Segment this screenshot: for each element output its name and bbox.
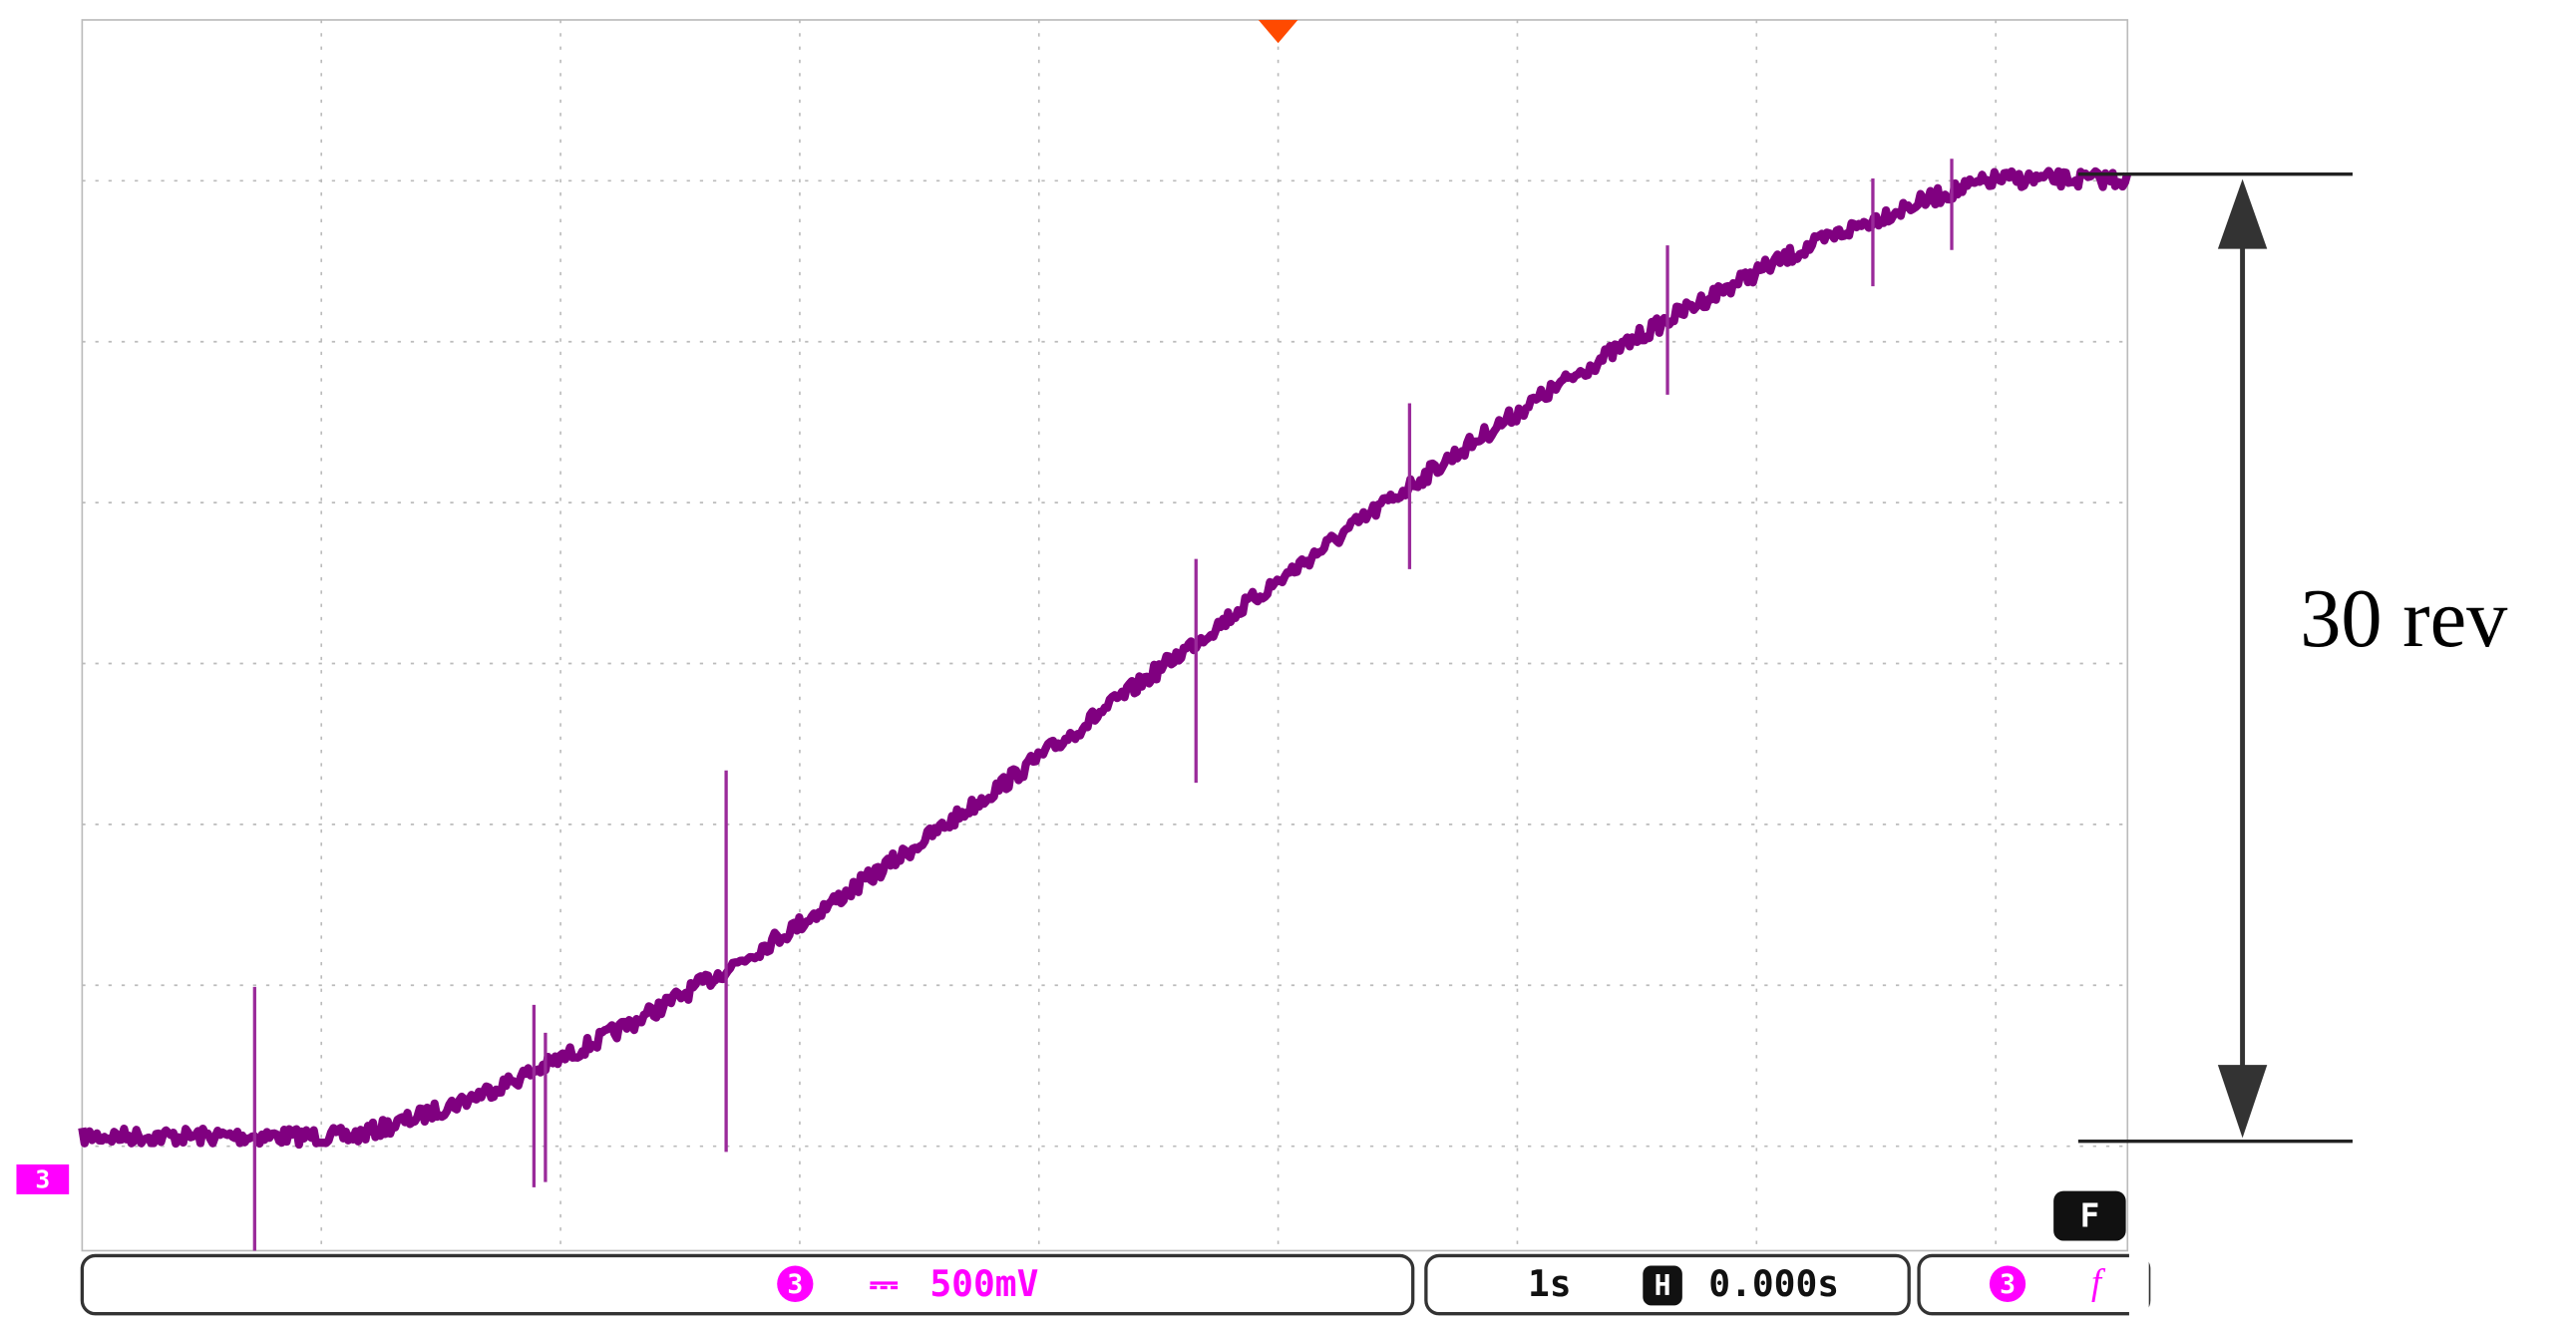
annotation: 30 rev — [2300, 572, 2508, 664]
arrowhead-bottom — [2217, 1065, 2268, 1139]
waveform — [78, 159, 2132, 1251]
screen-border — [81, 19, 2129, 1252]
channel-marker — [16, 1163, 70, 1194]
channel-marker-label: 3 — [35, 1165, 50, 1194]
trigger-channel-icon — [1989, 1265, 2026, 1303]
trigger-channel: 3 — [2000, 1269, 2016, 1300]
channel-box — [80, 1253, 1415, 1316]
trigger-position-marker — [1258, 19, 1298, 44]
horizontal-icon — [1643, 1265, 1682, 1306]
mode-label: F — [2079, 1196, 2099, 1235]
horizontal-icon-label: H — [1655, 1269, 1671, 1302]
channel-icon — [777, 1265, 814, 1303]
coupling-symbol: ⎓ — [870, 1262, 899, 1305]
crop-mask — [2128, 1243, 2149, 1327]
waveform-trace — [78, 166, 2132, 1150]
time-per-div: 1s — [1528, 1262, 1572, 1305]
graticule — [82, 19, 2128, 1251]
channel-number: 3 — [787, 1269, 803, 1300]
mode-badge — [2053, 1190, 2126, 1241]
volts-per-div: 500mV — [929, 1262, 1038, 1305]
arrowhead-top — [2217, 178, 2268, 249]
trigger-box — [1917, 1253, 2151, 1316]
delay: 0.000s — [1708, 1262, 1839, 1305]
